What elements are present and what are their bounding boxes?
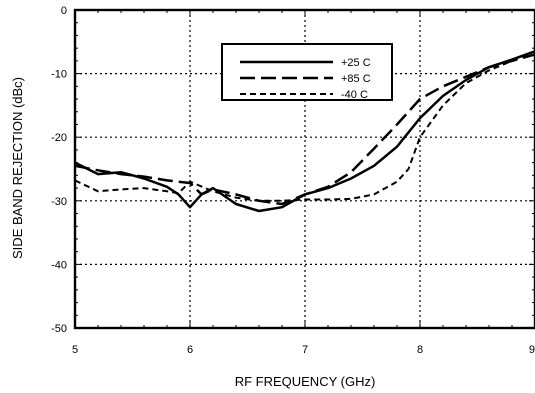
plot-frame (73, 8, 535, 330)
series-line-2 (74, 50, 535, 202)
x-tick-label: 9 (529, 344, 535, 356)
y-tick-label: 0 (61, 5, 67, 17)
y-tick-label: -30 (51, 196, 67, 208)
y-tick-label: -40 (51, 259, 67, 271)
series-line-1 (74, 53, 535, 206)
y-tick-label: -20 (51, 132, 67, 144)
series-lines (74, 50, 535, 213)
legend: +25 C +85 C -40 C (221, 43, 393, 101)
x-axis-label: RF FREQUENCY (GHz) (235, 374, 376, 389)
y-axis-label: SIDE BAND REJECTION (dBc) (10, 77, 25, 259)
legend-label-85c: +85 C (341, 73, 371, 85)
legend-label-m40c: -40 C (341, 89, 368, 101)
legend-label-25c: +25 C (341, 57, 371, 69)
x-tick-label: 7 (302, 344, 308, 356)
y-tick-label: -50 (51, 323, 67, 335)
x-tick-label: 5 (72, 344, 78, 356)
legend-box (221, 43, 393, 101)
series-line-0 (74, 50, 535, 213)
y-tick-label: -10 (51, 69, 67, 81)
x-tick-label: 6 (187, 344, 193, 356)
x-tick-label: 8 (417, 344, 423, 356)
